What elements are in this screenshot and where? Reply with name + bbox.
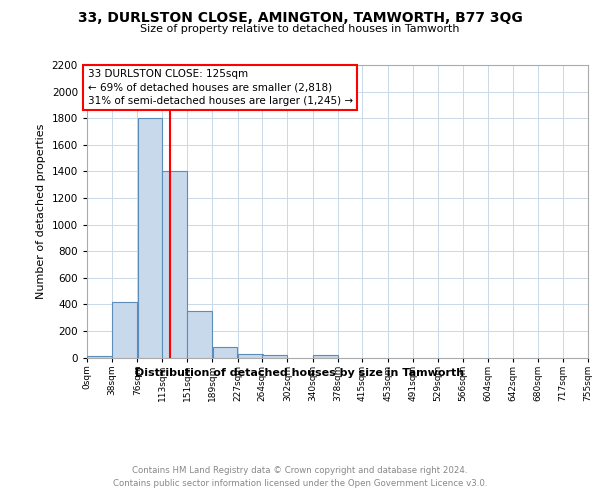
Bar xyxy=(162,172,187,358)
Bar xyxy=(212,347,238,358)
Text: Size of property relative to detached houses in Tamworth: Size of property relative to detached ho… xyxy=(140,24,460,34)
Bar xyxy=(313,355,338,358)
Bar xyxy=(238,354,263,358)
Bar xyxy=(137,118,163,358)
Bar xyxy=(187,311,212,358)
Y-axis label: Number of detached properties: Number of detached properties xyxy=(36,124,46,299)
Text: 33 DURLSTON CLOSE: 125sqm
← 69% of detached houses are smaller (2,818)
31% of se: 33 DURLSTON CLOSE: 125sqm ← 69% of detac… xyxy=(88,70,353,106)
Text: Contains HM Land Registry data © Crown copyright and database right 2024.: Contains HM Land Registry data © Crown c… xyxy=(132,466,468,475)
Text: Distribution of detached houses by size in Tamworth: Distribution of detached houses by size … xyxy=(136,368,464,378)
Bar xyxy=(262,355,287,358)
Text: 33, DURLSTON CLOSE, AMINGTON, TAMWORTH, B77 3QG: 33, DURLSTON CLOSE, AMINGTON, TAMWORTH, … xyxy=(77,11,523,25)
Bar xyxy=(112,302,137,358)
Text: Contains public sector information licensed under the Open Government Licence v3: Contains public sector information licen… xyxy=(113,479,487,488)
Bar xyxy=(87,356,112,358)
